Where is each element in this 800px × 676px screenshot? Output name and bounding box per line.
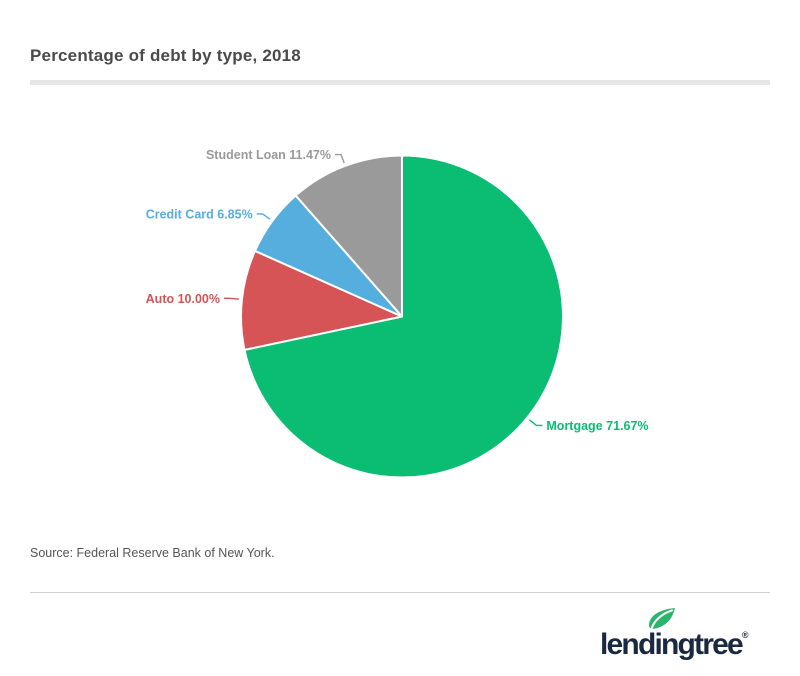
label-connector <box>256 213 271 220</box>
pie-slice-student-loan[interactable] <box>294 154 403 318</box>
pie-slice-mortgage[interactable] <box>243 154 564 479</box>
registered-mark: ® <box>741 630 749 640</box>
slice-label: Student Loan 11.47% <box>206 148 331 162</box>
label-connector <box>335 153 345 164</box>
leaf-icon <box>649 607 675 630</box>
source-note: Source: Federal Reserve Bank of New York… <box>30 546 275 560</box>
label-connector <box>528 419 543 427</box>
slice-label: Credit Card 6.85% <box>146 207 253 221</box>
lendingtree-logo: lendingtree® <box>600 604 780 670</box>
title-divider <box>30 80 770 85</box>
label-connector <box>224 297 239 300</box>
logo-wordmark: lendingtree® <box>600 628 749 662</box>
slice-label: Mortgage 71.67% <box>546 419 648 433</box>
pie-slice-auto[interactable] <box>240 249 403 351</box>
pie-chart: Mortgage 71.67% Auto 10.00% Credit Card 6.… <box>146 148 649 479</box>
page-title: Percentage of debt by type, 2018 <box>30 46 301 65</box>
footer-divider <box>30 592 770 593</box>
logo-text: lendingtree <box>600 628 744 661</box>
slice-label: Auto 10.00% <box>146 292 220 306</box>
